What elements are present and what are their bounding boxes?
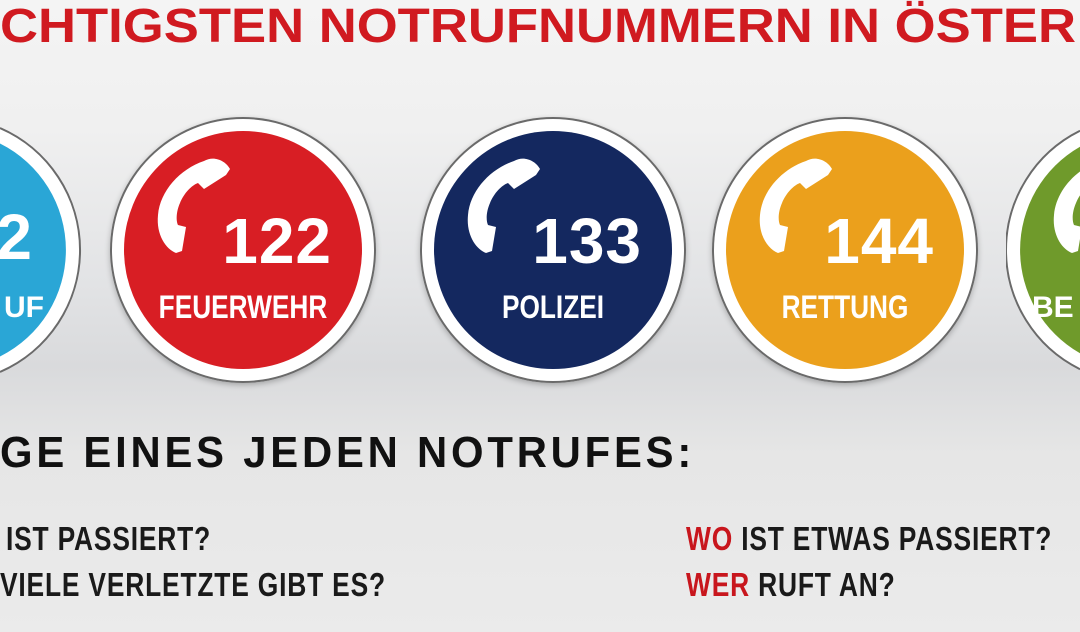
phone-handset-icon (759, 158, 832, 253)
question: WER RUFT AN? (686, 566, 896, 604)
emergency-label: UF (4, 291, 44, 324)
emergency-circle-bergrettung: BE (1006, 129, 1080, 371)
question-text: VIELE VERLETZTE GIBT ES? (0, 566, 386, 603)
phone-handset-icon (157, 158, 230, 253)
emergency-circle-notruf: 2 UF (0, 127, 81, 373)
emergency-label: POLIZEI (501, 289, 605, 325)
question-keyword: WER (686, 566, 750, 603)
emergency-number: 133 (532, 205, 642, 277)
emergency-number: 144 (824, 205, 934, 277)
question: IST PASSIERT? (6, 520, 211, 558)
question-text: IST ETWAS PASSIERT? (733, 520, 1053, 557)
phone-handset-icon (467, 158, 540, 253)
subheading: GE EINES JEDEN NOTRUFES: (0, 428, 696, 477)
page-title: CHTIGSTEN NOTRUFNUMMERN IN ÖSTER (0, 0, 1076, 52)
emergency-number: 2 (0, 201, 32, 273)
emergency-label: BE (1032, 291, 1074, 324)
emergency-number: 122 (222, 205, 332, 277)
phone-handset-icon (1053, 158, 1080, 253)
emergency-circle-polizei: 133 POLIZEI (420, 117, 686, 383)
emergency-label: RETTUNG (781, 289, 909, 325)
question-keyword: WO (686, 520, 734, 557)
question-text: RUFT AN? (750, 566, 896, 603)
emergency-circle-feuerwehr: 122 FEUERWEHR (110, 117, 376, 383)
page-title-text: CHTIGSTEN NOTRUFNUMMERN IN ÖSTER (0, 0, 1076, 52)
emergency-circle-rettung: 144 RETTUNG (712, 117, 978, 383)
question: VIELE VERLETZTE GIBT ES? (0, 566, 386, 604)
question: WO IST ETWAS PASSIERT? (686, 520, 1052, 558)
emergency-label: FEUERWEHR (158, 289, 328, 325)
question-text: IST PASSIERT? (6, 520, 211, 557)
